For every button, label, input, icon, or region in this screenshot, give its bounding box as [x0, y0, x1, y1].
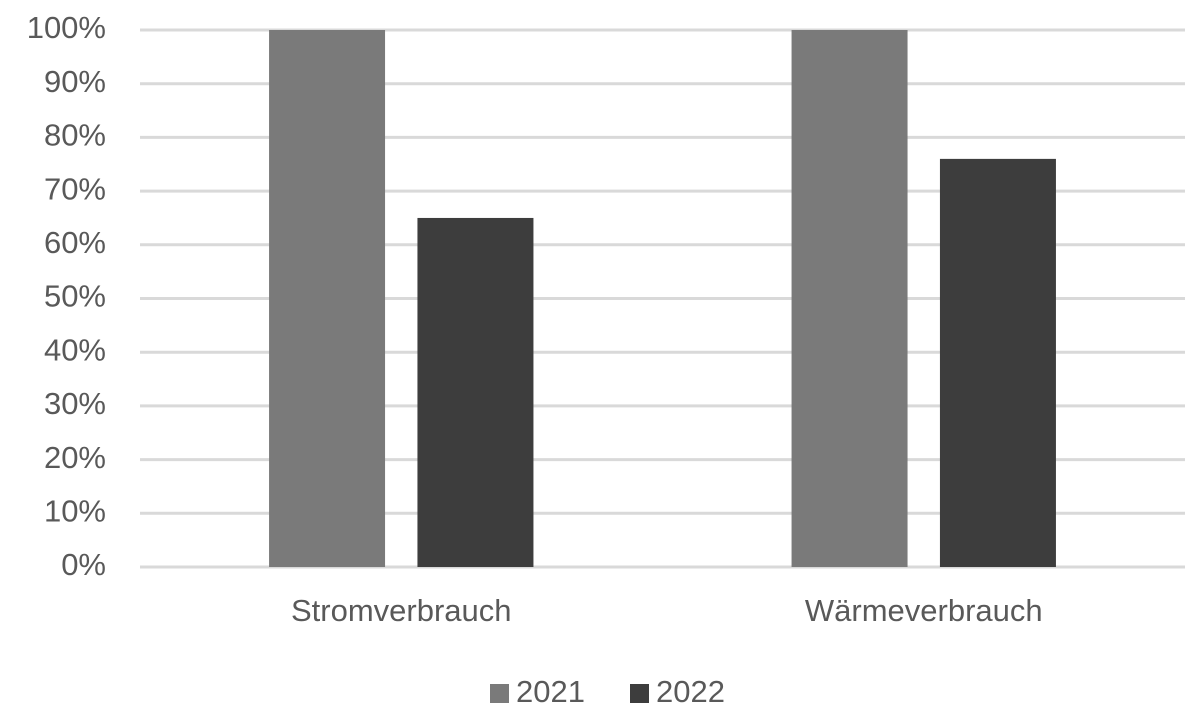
y-tick-label: 100% — [27, 10, 106, 45]
legend-swatch — [630, 684, 649, 703]
y-tick-label: 80% — [44, 118, 106, 153]
y-tick-label: 30% — [44, 386, 106, 421]
legend-swatch — [490, 684, 509, 703]
legend-label: 2022 — [656, 674, 725, 709]
bar — [269, 30, 386, 567]
x-tick-label: Stromverbrauch — [291, 593, 512, 628]
y-tick-label: 0% — [61, 547, 106, 582]
bar — [791, 30, 908, 567]
y-tick-label: 60% — [44, 225, 106, 260]
y-tick-label: 40% — [44, 332, 106, 367]
y-tick-label: 90% — [44, 64, 106, 99]
bar — [939, 158, 1056, 567]
legend-label: 2021 — [516, 674, 585, 709]
bar — [417, 217, 534, 567]
y-tick-label: 70% — [44, 171, 106, 206]
y-tick-label: 10% — [44, 493, 106, 528]
y-tick-label: 50% — [44, 279, 106, 314]
x-tick-label: Wärmeverbrauch — [805, 593, 1043, 628]
y-tick-label: 20% — [44, 440, 106, 475]
